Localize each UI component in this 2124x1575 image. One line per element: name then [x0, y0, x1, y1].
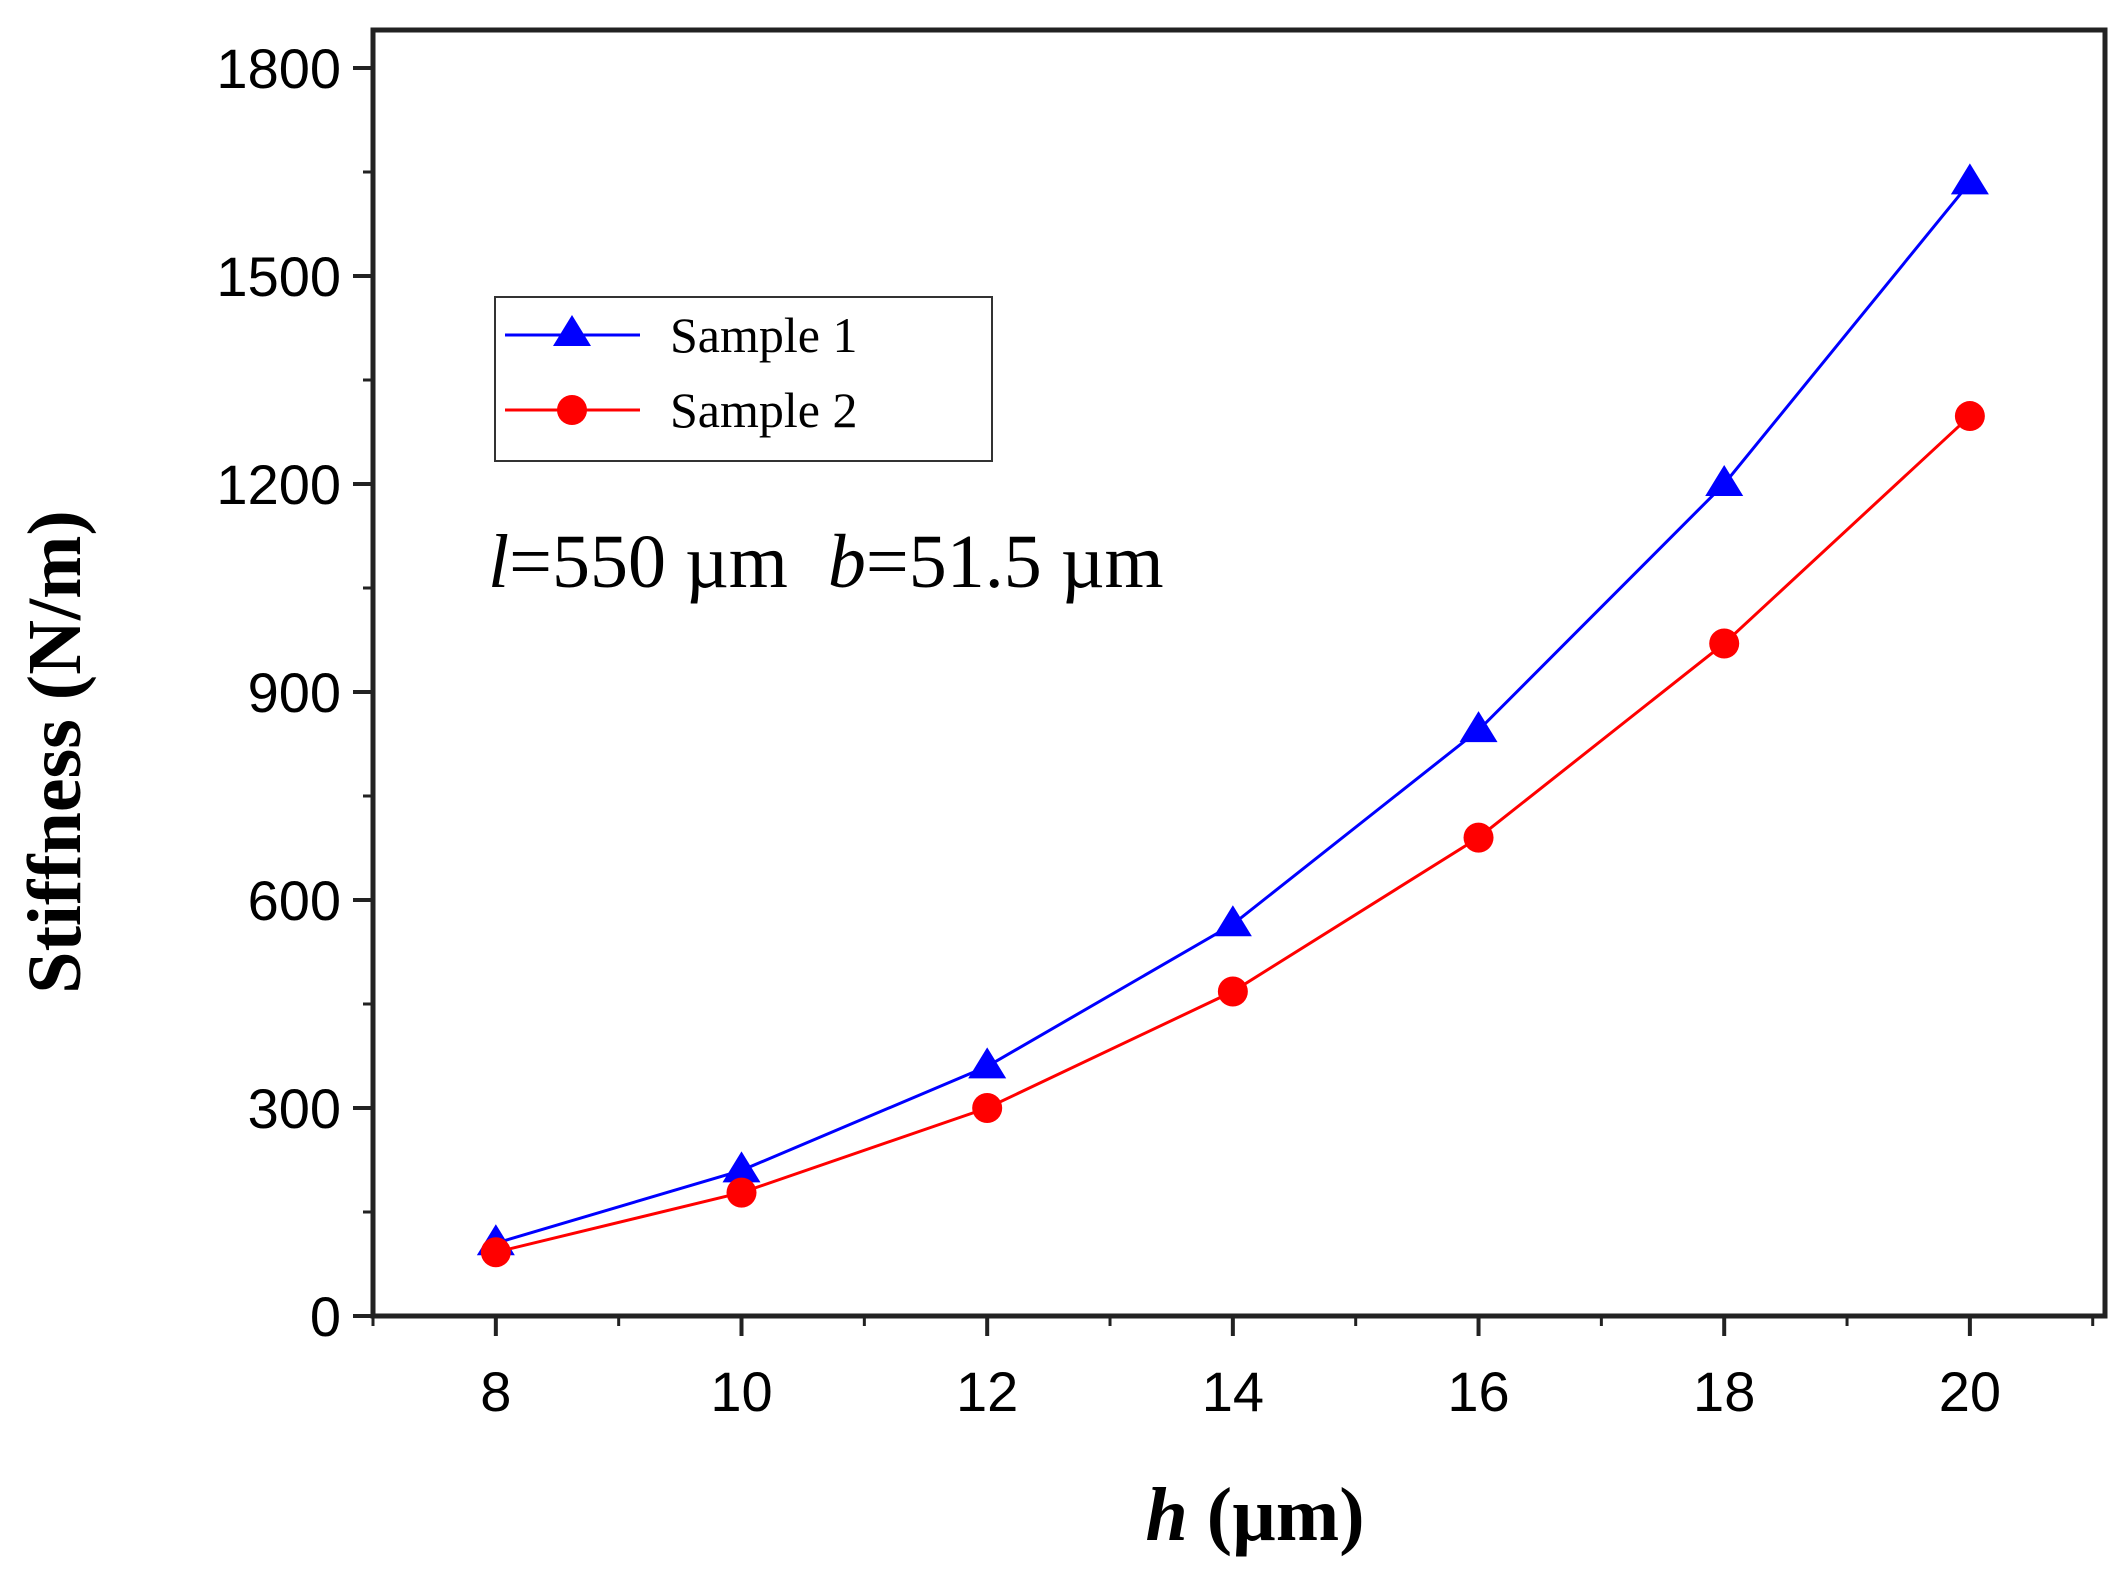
y-tick-label: 1800: [216, 37, 341, 100]
y-tick-label: 300: [248, 1077, 341, 1140]
plot-frame: [370, 27, 2108, 1319]
data-point-circle: [1954, 401, 1985, 432]
annotation-b-symbol: b: [828, 520, 866, 604]
data-point-triangle: [1459, 711, 1498, 743]
legend-marker-circle: [557, 395, 587, 425]
y-tick-label: 1200: [216, 453, 341, 516]
legend-marker-triangle: [553, 315, 591, 346]
y-tick-label: 900: [248, 661, 341, 724]
x-axis-ticks: 8 10 12 14 16 18 20: [371, 1316, 2095, 1423]
data-point-triangle: [722, 1151, 761, 1183]
legend-label-sample-1: Sample 1: [670, 307, 857, 363]
x-tick-label: 16: [1447, 1360, 1509, 1423]
legend-box: [494, 296, 993, 462]
annotation-l-value: =550 µm: [509, 520, 788, 604]
x-axis-title: h (µm): [1146, 1473, 1365, 1557]
x-tick-label: 8: [480, 1360, 511, 1423]
x-tick-label: 10: [710, 1360, 772, 1423]
y-axis-title: Stiffness (N/m): [13, 510, 97, 993]
annotation-b-value: =51.5 µm: [866, 520, 1164, 604]
legend-label-sample-2: Sample 2: [670, 382, 857, 438]
y-tick-label: 0: [310, 1285, 341, 1348]
data-point-circle: [972, 1093, 1003, 1123]
data-point-circle: [1217, 976, 1248, 1007]
data-point-triangle: [1950, 163, 1989, 195]
data-point-triangle: [1213, 905, 1252, 937]
data-point-circle: [480, 1237, 511, 1268]
x-axis-title-unit: (µm): [1188, 1473, 1365, 1557]
y-tick-label: 1500: [216, 245, 341, 308]
data-point-circle: [726, 1177, 757, 1208]
y-axis-ticks: 0 300 600 900 1200 1500 1800: [216, 37, 373, 1348]
series-layer: [476, 163, 1989, 1268]
x-tick-label: 20: [1939, 1360, 2001, 1423]
data-point-triangle: [968, 1047, 1007, 1079]
data-point-circle: [1709, 628, 1740, 659]
x-tick-label: 18: [1693, 1360, 1755, 1423]
x-axis-title-symbol: h: [1146, 1473, 1188, 1557]
parameter-annotation: l=550 µm b=51.5 µm: [488, 520, 1164, 604]
y-tick-label: 600: [248, 869, 341, 932]
legend: Sample 1 Sample 2: [494, 296, 993, 462]
annotation-l-symbol: l: [488, 520, 509, 604]
data-point-circle: [1463, 822, 1494, 853]
data-point-triangle: [1705, 465, 1744, 496]
x-tick-label: 12: [956, 1360, 1018, 1423]
x-tick-label: 14: [1202, 1360, 1264, 1423]
